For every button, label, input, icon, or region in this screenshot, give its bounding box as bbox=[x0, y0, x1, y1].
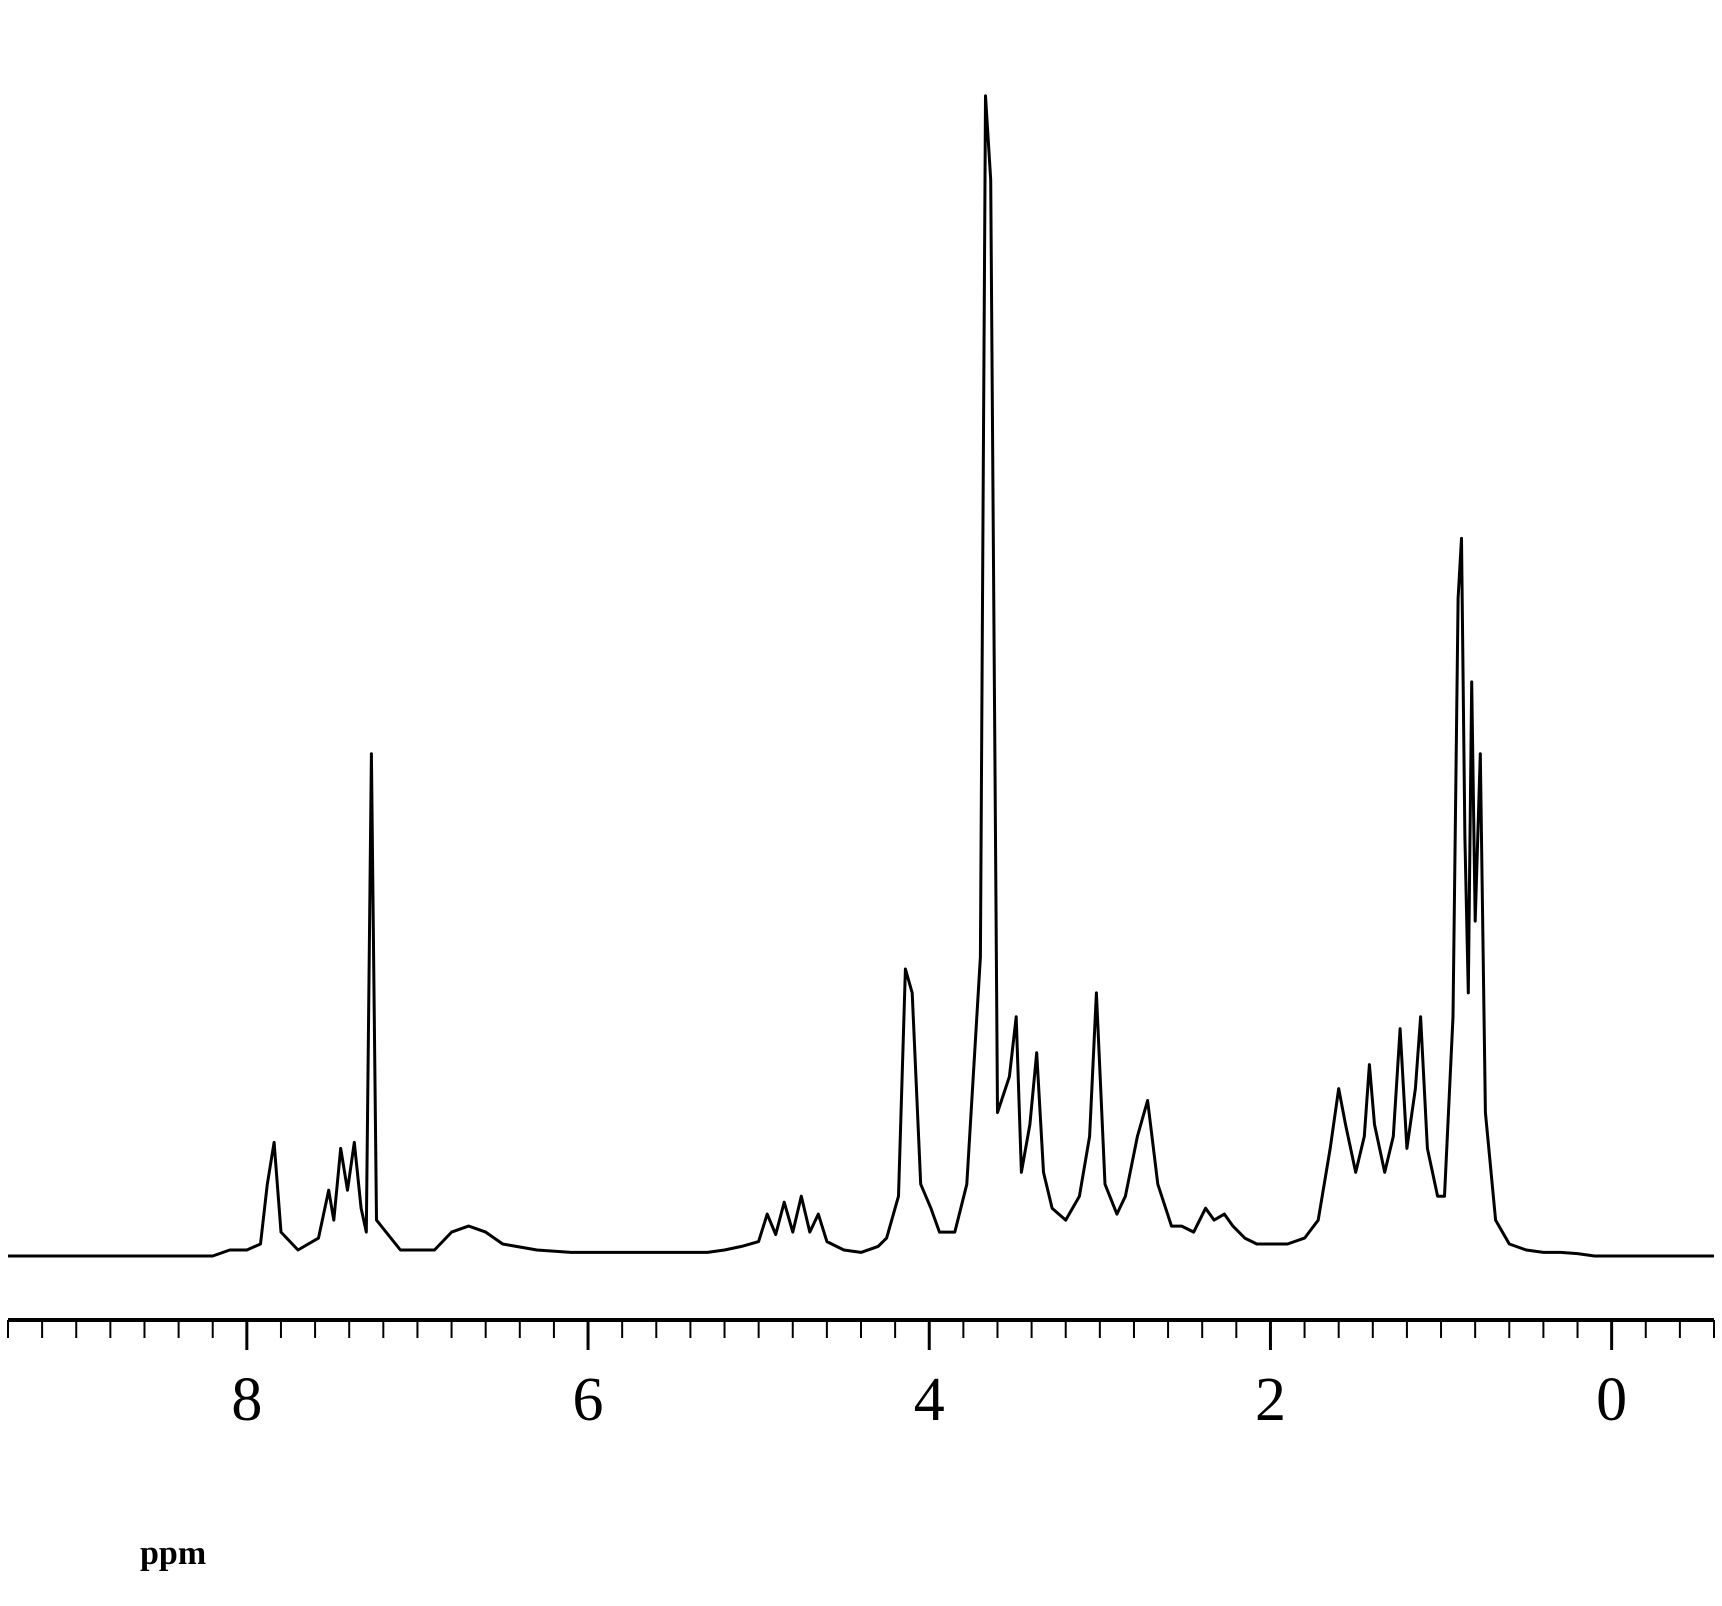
x-tick-label: 2 bbox=[1255, 1365, 1286, 1436]
x-tick-label: 8 bbox=[231, 1365, 262, 1436]
x-axis-label: ppm bbox=[140, 1535, 206, 1573]
x-tick-label: 4 bbox=[914, 1365, 945, 1436]
spectrum-trace bbox=[8, 96, 1714, 1256]
x-tick-label: 0 bbox=[1596, 1365, 1627, 1436]
x-tick-label: 6 bbox=[573, 1365, 604, 1436]
